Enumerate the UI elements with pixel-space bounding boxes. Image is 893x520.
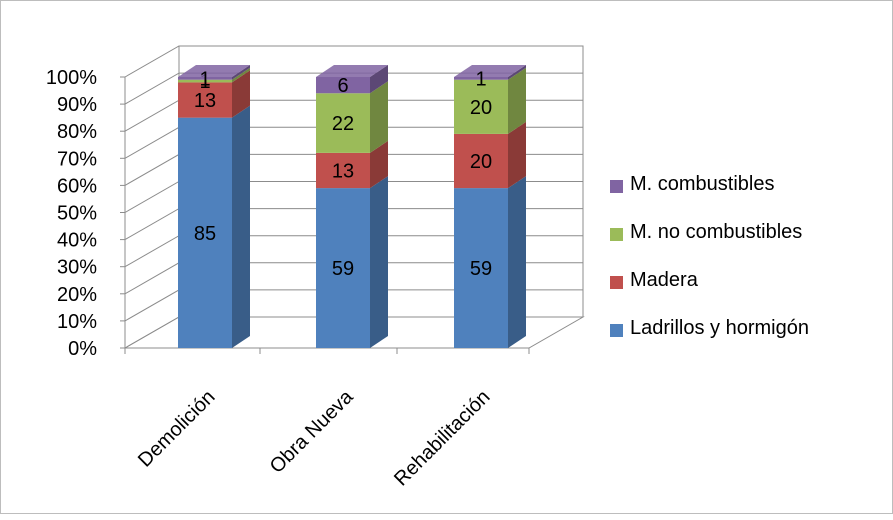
data-label: 85 <box>194 223 216 245</box>
bar-segment <box>316 152 370 189</box>
bar-side <box>508 176 526 348</box>
bar-segment <box>454 133 508 189</box>
bar-side <box>370 65 388 94</box>
bar-segment <box>454 79 508 134</box>
data-label: 22 <box>332 113 354 135</box>
y-tick-label: 10% <box>57 311 97 333</box>
bar-segment <box>178 117 232 349</box>
data-label: 20 <box>470 151 492 173</box>
legend-swatch <box>610 276 623 289</box>
bar-side <box>508 65 526 80</box>
data-label: 20 <box>470 97 492 119</box>
bar-side <box>508 67 526 134</box>
bar-side <box>232 65 250 80</box>
y-tick-label: 20% <box>57 284 97 306</box>
legend-item: M. combustibles <box>610 171 890 219</box>
bar-segment <box>178 82 232 118</box>
x-tick-label: Demolición <box>134 386 220 472</box>
data-label: 13 <box>332 160 354 182</box>
y-tick-label: 50% <box>57 203 97 225</box>
data-label: 6 <box>337 75 348 97</box>
legend-label: M. combustibles <box>630 173 775 195</box>
bar-side <box>232 67 250 83</box>
data-label: 13 <box>194 90 216 112</box>
gridline <box>124 45 583 78</box>
y-tick-label: 100% <box>46 67 97 89</box>
legend-label: Ladrillos y hormigón <box>630 317 809 339</box>
y-tick-label: 40% <box>57 230 97 252</box>
bar-side <box>370 81 388 153</box>
y-tick-label: 0% <box>68 338 97 360</box>
bar-side <box>232 70 250 118</box>
bar-top <box>454 65 526 77</box>
y-tick-label: 80% <box>57 121 97 143</box>
bar-side <box>370 176 388 348</box>
bar-segment <box>454 77 508 80</box>
legend-label: M. no combustibles <box>630 221 803 243</box>
bar-segment <box>454 188 508 348</box>
legend-swatch <box>610 324 623 337</box>
data-label: 59 <box>470 258 492 280</box>
bar-segment <box>316 77 370 94</box>
bar-segment <box>316 188 370 348</box>
legend-label: Madera <box>630 269 698 291</box>
legend-item: Ladrillos y hormigón <box>610 315 890 363</box>
x-tick-label: Obra Nueva <box>266 385 358 477</box>
y-tick-label: 90% <box>57 94 97 116</box>
legend-swatch <box>610 228 623 241</box>
x-tick-label: Rehabilitación <box>390 386 494 490</box>
y-tick-label: 30% <box>57 257 97 279</box>
y-tick-label: 70% <box>57 148 97 170</box>
bar-segment <box>178 79 232 83</box>
data-label: 1 <box>199 68 210 90</box>
data-label: 59 <box>332 258 354 280</box>
bar-top <box>316 65 388 77</box>
bar-segment <box>178 77 232 80</box>
chart-legend: M. combustibles M. no combustibles Madera L… <box>610 171 890 363</box>
data-label: 1 <box>199 71 210 93</box>
legend-swatch <box>610 180 623 193</box>
legend-item: M. no combustibles <box>610 219 890 267</box>
gridline <box>124 72 583 105</box>
bar-side <box>508 121 526 189</box>
data-label: 1 <box>475 68 486 90</box>
bar-segment <box>316 93 370 153</box>
bar-side <box>370 140 388 189</box>
y-tick-label: 60% <box>57 175 97 197</box>
legend-item: Madera <box>610 267 890 315</box>
bar-side <box>232 105 250 349</box>
bar-top <box>178 65 250 77</box>
